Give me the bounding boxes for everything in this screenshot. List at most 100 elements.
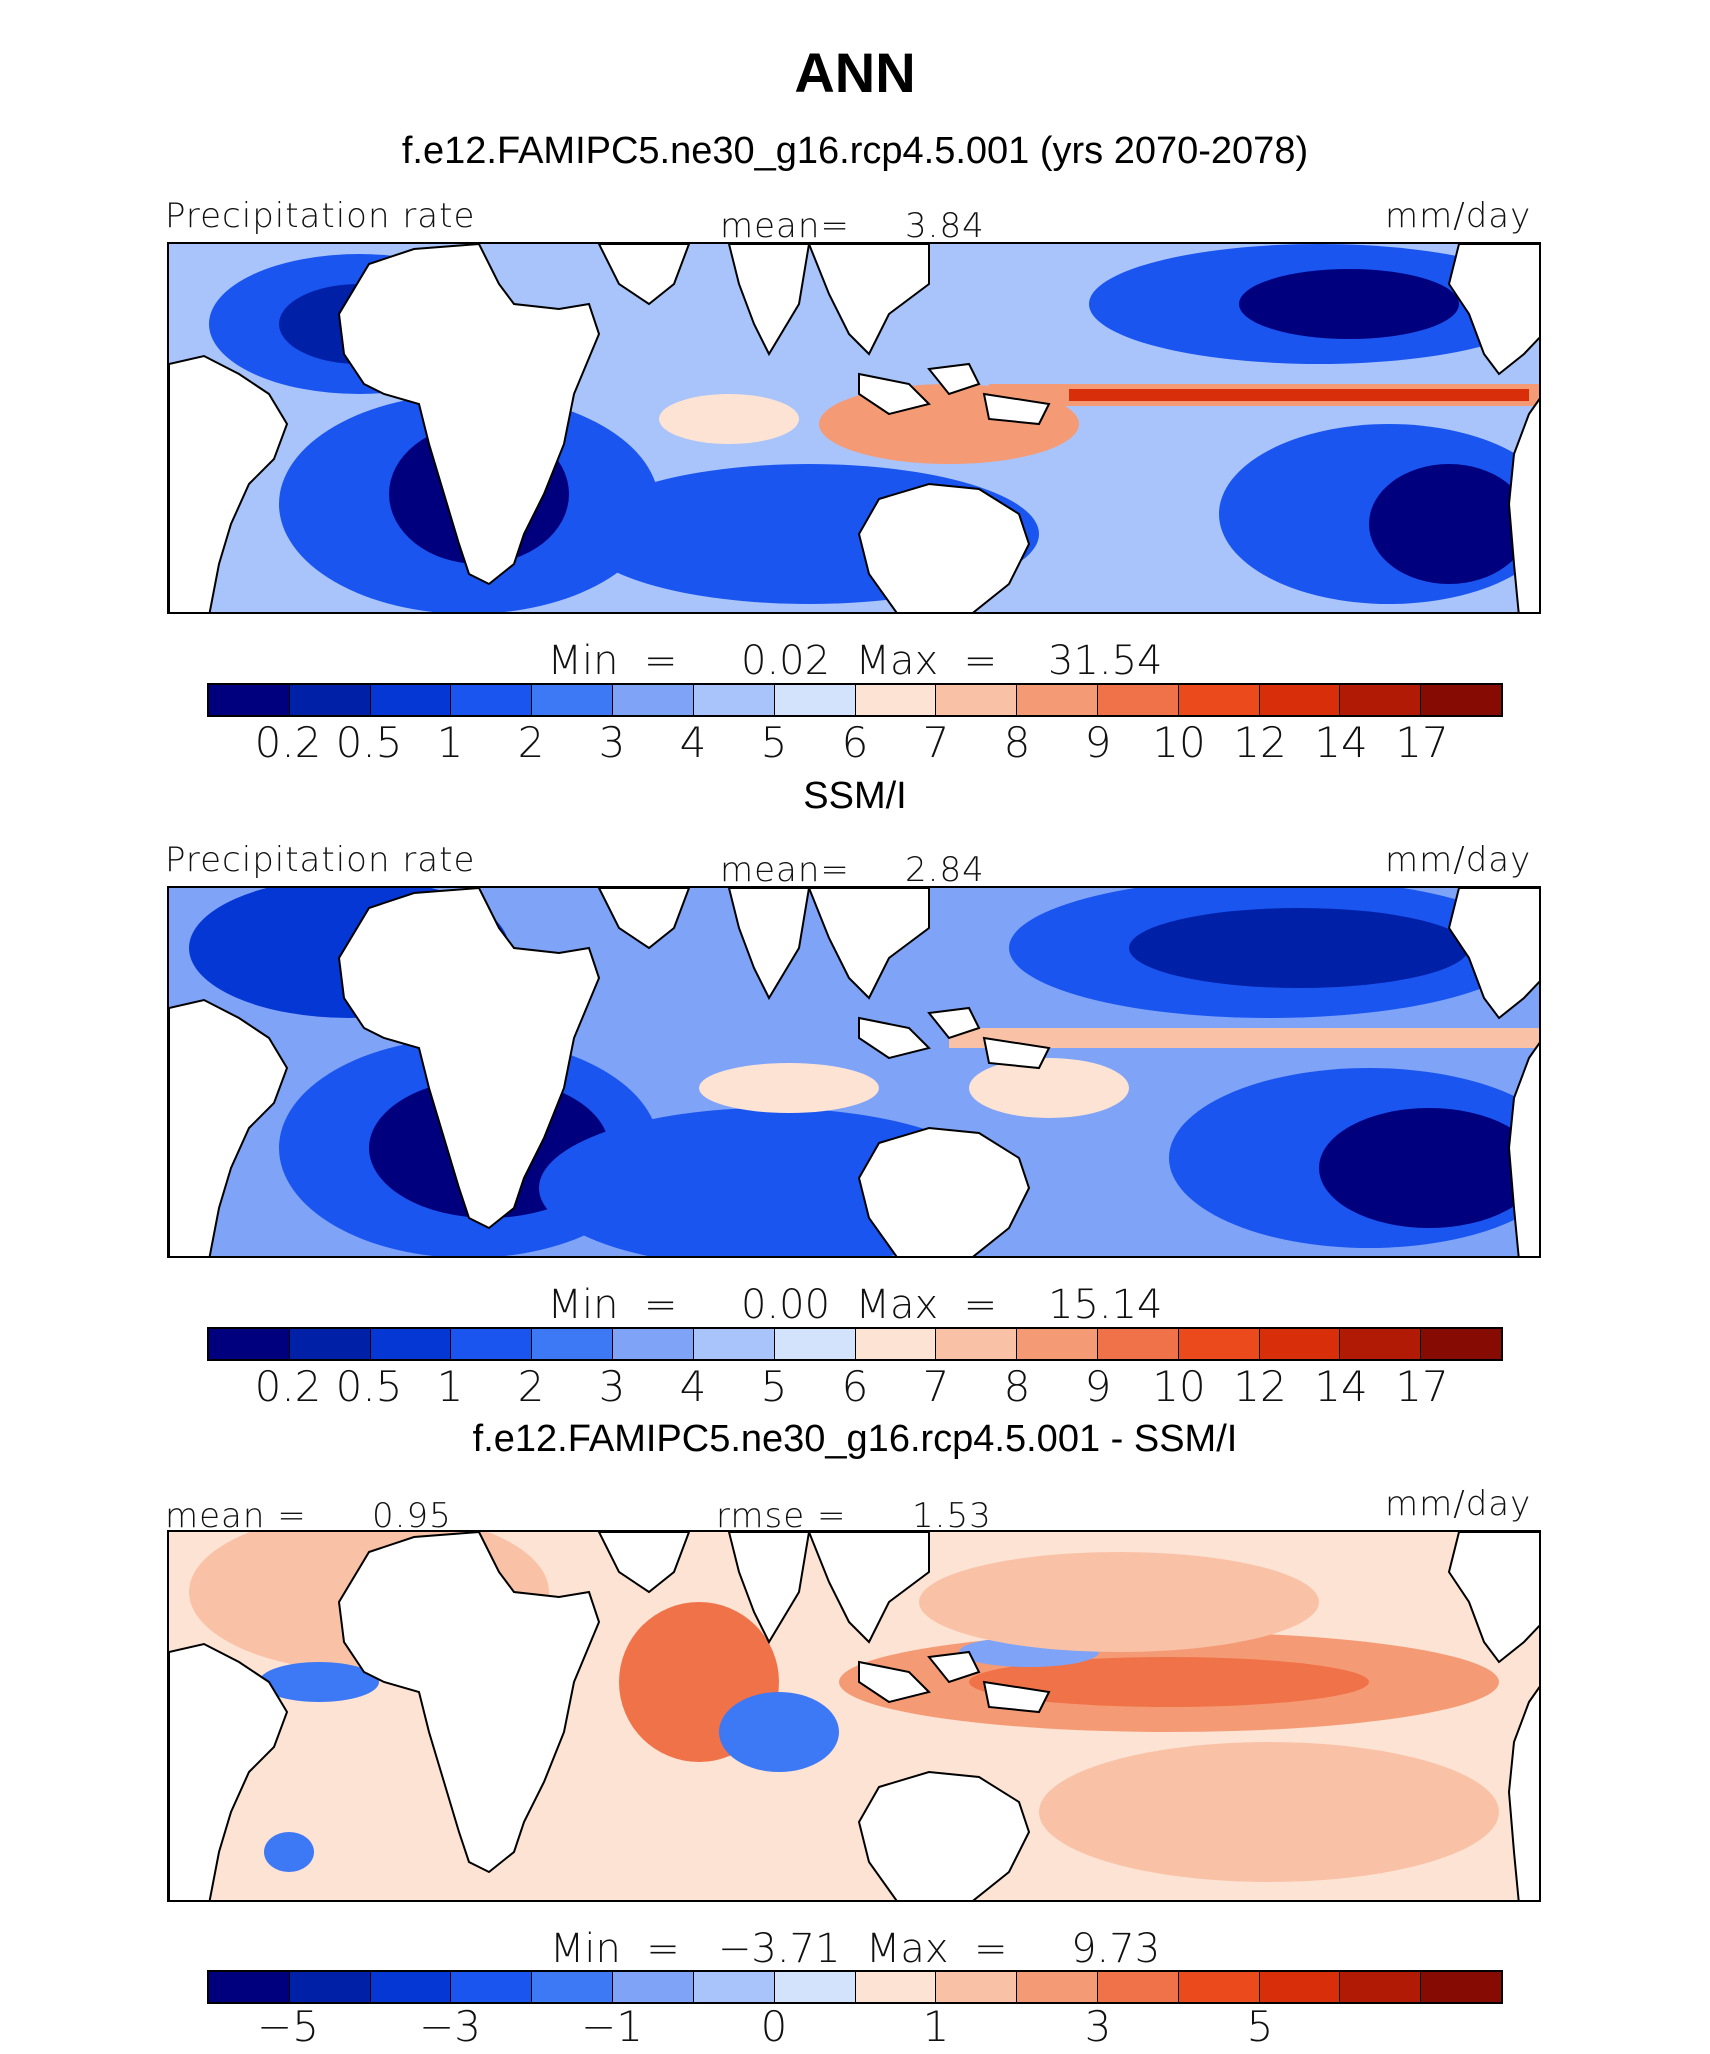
land-outline — [857, 482, 1031, 612]
colorbar-swatch-8 — [855, 685, 937, 715]
colorbar-swatch-7 — [774, 1972, 856, 2002]
field-blob — [1239, 269, 1459, 339]
colorbar-swatch-8 — [855, 1972, 937, 2002]
colorbar-swatch-0 — [209, 685, 290, 715]
colorbar-tick-label: 10 — [1152, 718, 1206, 767]
colorbar-swatch-14 — [1340, 1972, 1422, 2002]
colorbar-swatch-0 — [209, 1972, 290, 2002]
colorbar-swatch-10 — [1017, 1972, 1098, 2002]
colorbar-tick-label: 7 — [922, 718, 950, 767]
colorbar-tick-label: −3 — [419, 2002, 481, 2051]
land-outline — [857, 1770, 1031, 1900]
colorbar-tick-label: 9 — [1084, 718, 1112, 767]
panel1-map — [167, 242, 1541, 614]
field-blob — [659, 394, 799, 444]
colorbar-swatch-14 — [1340, 1329, 1422, 1359]
panel2-mean-value: 2.84 — [905, 850, 985, 890]
field-blob — [259, 1662, 379, 1702]
panel3-subtitle: f.e12.FAMIPC5.ne30_g16.rcp4.5.001 - SSM/… — [472, 1418, 1238, 1460]
land-outline — [858, 1016, 931, 1060]
field-band — [949, 1028, 1539, 1048]
colorbar-swatch-12 — [1178, 685, 1260, 715]
colorbar-swatch-4 — [532, 1329, 614, 1359]
colorbar-swatch-15 — [1421, 1329, 1501, 1359]
panel1-variable-label: Precipitation rate — [165, 196, 476, 236]
colorbar-swatch-6 — [693, 1329, 775, 1359]
panel3-land — [169, 1532, 1539, 1900]
colorbar-swatch-6 — [693, 685, 775, 715]
colorbar-swatch-11 — [1097, 1329, 1179, 1359]
panel1-minmax: Min = 0.02 Max = 31.54 — [547, 638, 1163, 684]
colorbar-swatch-3 — [451, 1329, 533, 1359]
land-outline — [1507, 1685, 1539, 1900]
colorbar-tick-label: 4 — [679, 1362, 707, 1411]
colorbar-swatch-10 — [1017, 685, 1098, 715]
panel1-mean-value: 3.84 — [905, 206, 985, 246]
field-blob — [919, 1552, 1319, 1652]
colorbar-tick-label: 14 — [1314, 718, 1368, 767]
panel2-land — [169, 888, 1539, 1256]
colorbar-swatch-9 — [936, 1972, 1018, 2002]
panel1-colorbar — [207, 683, 1503, 717]
land-outline — [807, 244, 930, 356]
land-outline — [927, 1650, 981, 1684]
colorbar-tick-label: 1 — [922, 2002, 950, 2051]
colorbar-swatch-15 — [1421, 685, 1501, 715]
land-outline — [597, 1532, 691, 1594]
panel1-units: mm/day — [1385, 196, 1532, 236]
colorbar-tick-label: 5 — [1246, 2002, 1274, 2051]
colorbar-tick-label: 0.2 — [254, 718, 322, 767]
panel1-colorbar-ticks: 0.2 0.5 1 2 3 4 5 6 7 8 9 10 12 14 17 — [207, 718, 1503, 770]
land-outline — [1447, 244, 1539, 376]
panel2-subtitle: SSM/I — [803, 775, 907, 817]
land-outline — [337, 1532, 601, 1874]
field-blob — [969, 1657, 1369, 1707]
land-outline — [982, 1036, 1051, 1070]
land-outline — [982, 392, 1051, 426]
colorbar-swatch-5 — [613, 1972, 694, 2002]
colorbar-tick-label: 0.5 — [335, 1362, 403, 1411]
colorbar-swatch-7 — [774, 1329, 856, 1359]
field-blob — [969, 1058, 1129, 1118]
colorbar-swatch-6 — [693, 1972, 775, 2002]
land-outline — [1507, 397, 1539, 612]
land-outline — [1447, 1532, 1539, 1664]
field-band — [1069, 389, 1529, 401]
panel3-colorbar-ticks: −5 −3 −1 0 1 3 5 — [207, 2002, 1503, 2054]
colorbar-tick-label: 5 — [760, 1362, 788, 1411]
colorbar-swatch-4 — [532, 1972, 614, 2002]
land-outline — [727, 1532, 811, 1645]
panel2-colorbar — [207, 1327, 1503, 1361]
land-outline — [727, 888, 811, 1001]
colorbar-tick-label: 5 — [760, 718, 788, 767]
colorbar-tick-label: 17 — [1395, 718, 1449, 767]
colorbar-tick-label: 3 — [1084, 2002, 1112, 2051]
land-outline — [727, 244, 811, 357]
colorbar-swatch-9 — [936, 1329, 1018, 1359]
colorbar-swatch-3 — [451, 1972, 533, 2002]
colorbar-swatch-8 — [855, 1329, 937, 1359]
colorbar-tick-label: 12 — [1233, 718, 1287, 767]
field-blob — [1129, 908, 1469, 988]
figure-title: ANN — [794, 41, 916, 104]
field-blob — [1369, 464, 1529, 584]
colorbar-tick-label: −1 — [581, 2002, 643, 2051]
panel3-rmse-value: 1.53 — [912, 1496, 992, 1536]
panel3-rmse-label: rmse = — [716, 1496, 847, 1536]
colorbar-tick-label: 8 — [1003, 718, 1031, 767]
colorbar-tick-label: 1 — [436, 1362, 464, 1411]
land-outline — [927, 362, 981, 396]
colorbar-swatch-12 — [1178, 1972, 1260, 2002]
colorbar-tick-label: 1 — [436, 718, 464, 767]
field-blob — [1039, 1742, 1499, 1882]
field-blob — [719, 1692, 839, 1772]
colorbar-tick-label: 12 — [1233, 1362, 1287, 1411]
colorbar-swatch-5 — [613, 1329, 694, 1359]
colorbar-swatch-12 — [1178, 1329, 1260, 1359]
colorbar-swatch-7 — [774, 685, 856, 715]
colorbar-swatch-4 — [532, 685, 614, 715]
colorbar-tick-label: 0 — [760, 2002, 788, 2051]
colorbar-swatch-1 — [289, 1972, 371, 2002]
land-outline — [982, 1680, 1051, 1714]
panel2-minmax: Min = 0.00 Max = 15.14 — [547, 1282, 1163, 1328]
